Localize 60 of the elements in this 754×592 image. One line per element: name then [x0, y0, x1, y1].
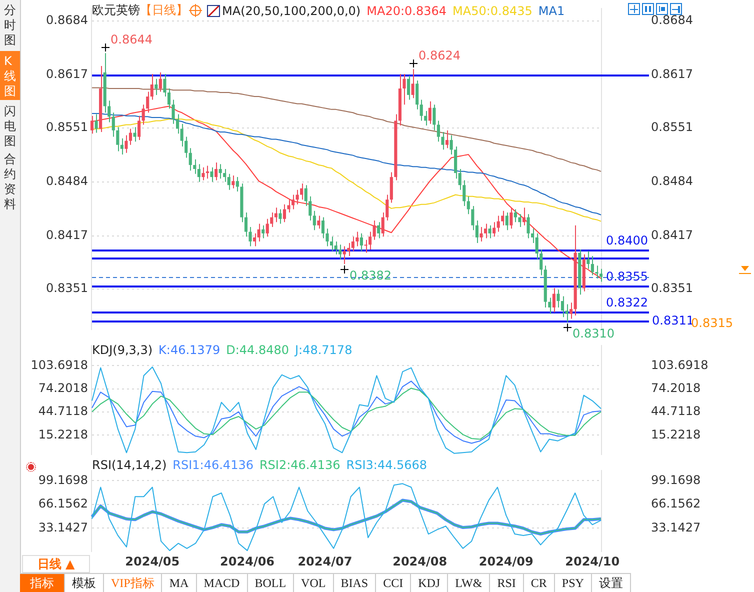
y-tick-label: 0.8684: [651, 13, 693, 28]
chart-title: 欧元英镑: [92, 2, 140, 19]
y-tick-label: 103.6918: [30, 358, 88, 372]
text: 分时图: [4, 3, 16, 48]
legend-title: MA(20,50,100,200,0,0): [222, 4, 361, 18]
text: MA20:0.8364: [366, 4, 446, 18]
y-tick-label: 0.8617: [651, 66, 693, 81]
text: RSI1:46.4136: [172, 458, 254, 472]
text: VIP指标: [104, 574, 162, 592]
chart-subtitle: 【日线】: [140, 2, 188, 19]
text: 0.8310: [572, 326, 614, 341]
y-tick-label: 0.8484: [651, 174, 693, 188]
legend-title: RSI(14,14,2): [92, 458, 167, 472]
text: 0.8624: [418, 48, 460, 63]
x-tick-label: 2024/07: [298, 554, 352, 568]
text: LW&: [448, 574, 490, 592]
text: 日线 ▲: [22, 555, 90, 573]
y-tick-label: 99.1698: [38, 472, 88, 487]
y-tick-label: 33.1427: [38, 520, 88, 534]
text: K:46.1379: [158, 343, 220, 357]
y-tick-label: 15.2218: [38, 427, 88, 442]
y-tick-label: 0.8351: [651, 281, 693, 296]
y-tick-label: 74.2018: [38, 380, 88, 395]
text: 模板: [65, 574, 104, 592]
text: BOLL: [248, 574, 294, 592]
text: MA50:0.8435: [452, 4, 532, 18]
ref-line-label: 0.8322: [606, 296, 648, 310]
text: MACD: [196, 574, 248, 592]
text: VOL: [294, 574, 334, 592]
text: RSI: [490, 574, 524, 592]
y-tick-label: 0.8417: [651, 228, 693, 242]
y-tick-label: 66.1562: [38, 496, 88, 511]
x-tick-label: 2024/09: [478, 554, 534, 568]
text: 设置: [592, 574, 631, 592]
text: CR: [524, 574, 555, 592]
text: 0.8382: [350, 268, 392, 283]
text: KDJ: [411, 574, 448, 592]
series-label: J:48.7178: [295, 343, 352, 357]
x-tick-label: 2024/10: [565, 554, 620, 568]
text: 0.8315: [691, 316, 733, 330]
text: 闪电图: [4, 104, 16, 149]
x-tick-label: 2024/05: [125, 554, 180, 568]
text: 指标: [20, 574, 65, 592]
text: PSY: [554, 574, 592, 592]
text: RSI2:46.4136: [259, 458, 340, 472]
x-tick-label: 2024/08: [392, 554, 448, 568]
text: BIAS: [334, 574, 376, 592]
series-label: RSI3:44.5668: [346, 458, 428, 472]
x-tick-label: 2024/06: [220, 554, 275, 568]
text: MA: [162, 574, 197, 592]
text: 合约资料: [4, 152, 16, 212]
ref-line-label: 0.8400: [606, 234, 648, 248]
text: D:44.8480: [226, 343, 289, 357]
text: K线图: [4, 54, 16, 99]
y-tick-label: 44.7118: [38, 404, 88, 418]
legend-title: KDJ(9,3,3): [92, 343, 153, 357]
y-tick-label: 0.8551: [651, 120, 693, 134]
text: 0.8644: [110, 32, 152, 47]
text: MA1: [538, 4, 565, 18]
text: CCI: [376, 574, 412, 592]
